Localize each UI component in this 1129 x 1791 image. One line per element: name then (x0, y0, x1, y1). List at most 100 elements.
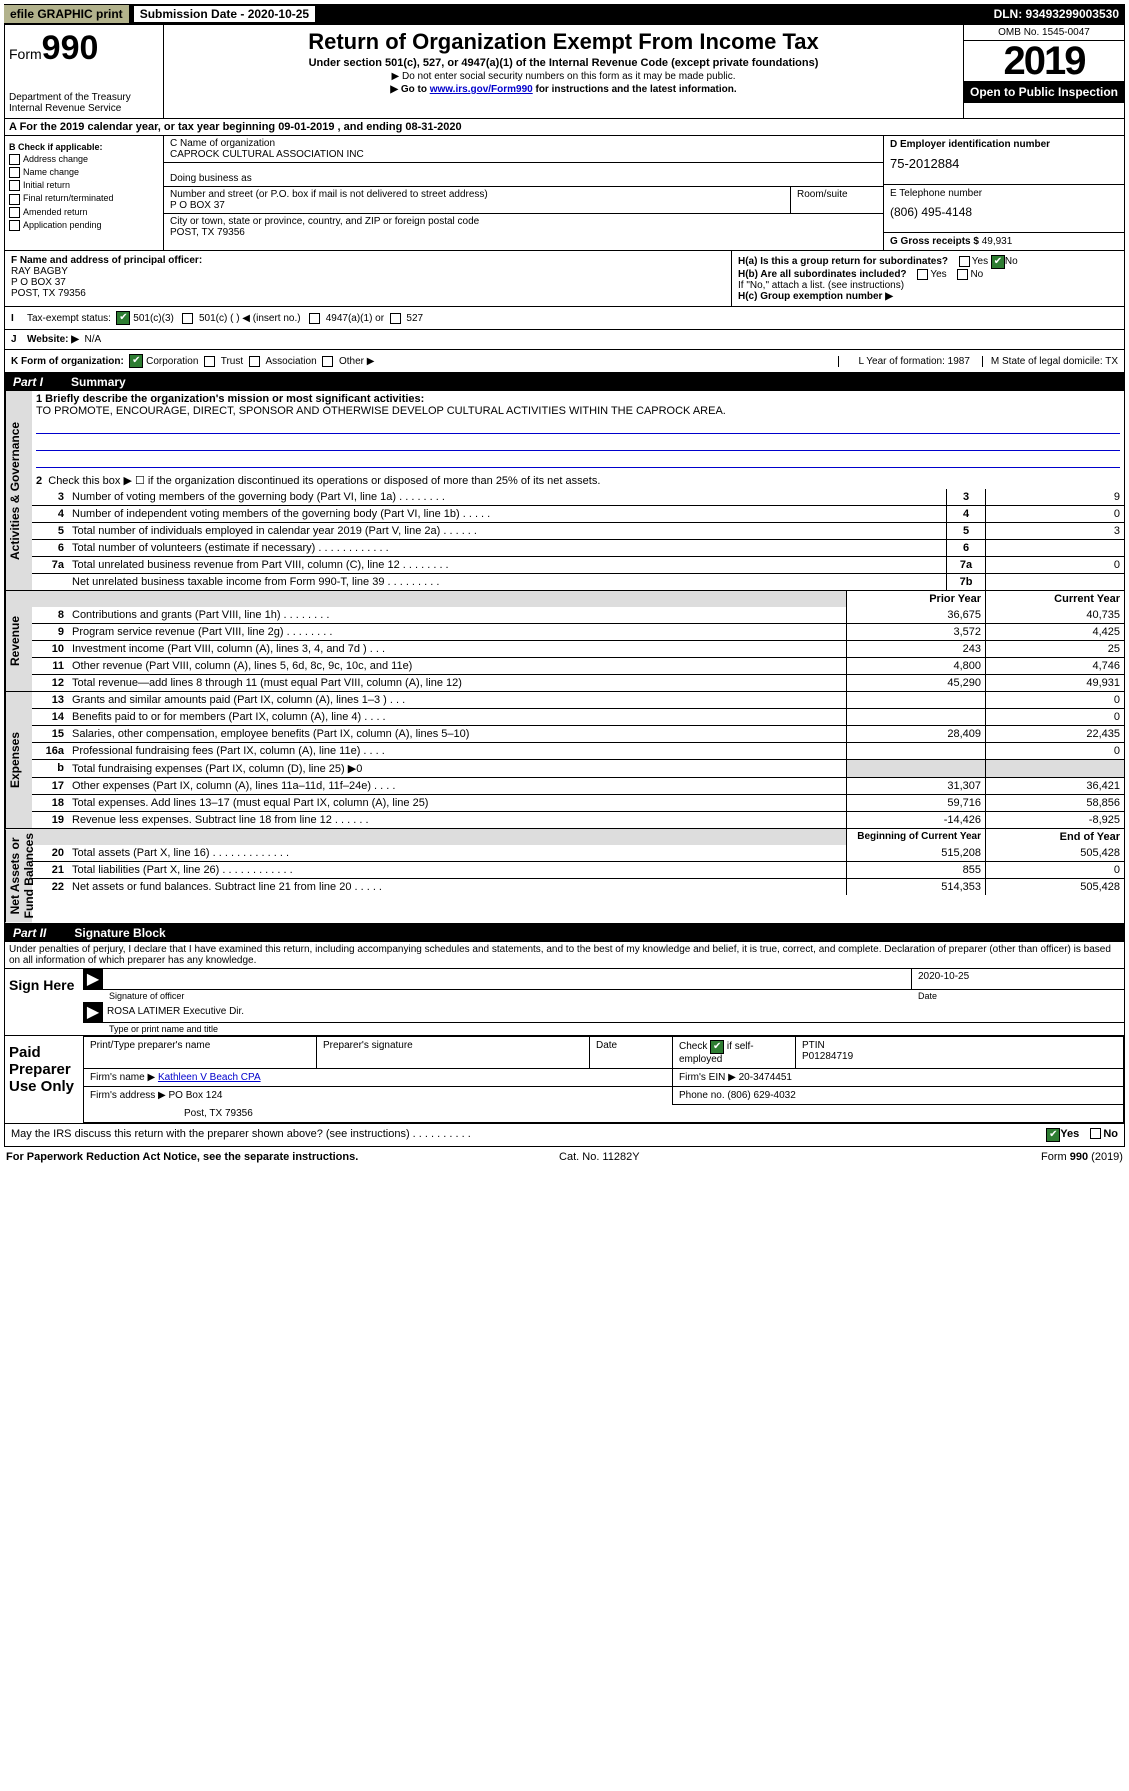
box-f: F Name and address of principal officer:… (5, 251, 731, 306)
checkbox-name-change[interactable] (9, 167, 20, 178)
officer-label: F Name and address of principal officer: (11, 255, 202, 266)
row-i: I Tax-exempt status: ✔ 501(c)(3) 501(c) … (5, 307, 1124, 330)
table-row: 22Net assets or fund balances. Subtract … (32, 879, 1124, 896)
dept-label: Department of the Treasury Internal Reve… (9, 92, 159, 114)
part-1-header: Part I Summary (5, 373, 1124, 391)
line-1: 1 Briefly describe the organization's mi… (32, 391, 1124, 472)
checkbox-amended[interactable] (9, 207, 20, 218)
hb-no[interactable] (957, 269, 968, 280)
paid-preparer-label: Paid Preparer Use Only (5, 1036, 83, 1123)
hb-yes[interactable] (917, 269, 928, 280)
top-bar: efile GRAPHIC print Submission Date - 20… (4, 4, 1125, 24)
street-value: P O BOX 37 (170, 200, 225, 211)
discuss-row: May the IRS discuss this return with the… (5, 1124, 1124, 1146)
checkbox-initial-return[interactable] (9, 180, 20, 191)
table-row: 15Salaries, other compensation, employee… (32, 726, 1124, 743)
box-h: H(a) Is this a group return for subordin… (731, 251, 1124, 306)
org-name-label: C Name of organization (170, 138, 275, 149)
table-row: 6Total number of volunteers (estimate if… (32, 540, 1124, 557)
hb-note: If "No," attach a list. (see instruction… (738, 280, 1118, 291)
form-outline: Form990 Department of the Treasury Inter… (4, 24, 1125, 1147)
ein-label: D Employer identification number (890, 139, 1050, 150)
city-value: POST, TX 79356 (170, 227, 245, 238)
527-box[interactable] (390, 313, 401, 324)
room-label: Room/suite (791, 187, 883, 213)
form-title: Return of Organization Exempt From Incom… (172, 29, 955, 55)
mission-text: TO PROMOTE, ENCOURAGE, DIRECT, SPONSOR A… (36, 405, 726, 417)
arrow-icon: ▶ (83, 969, 103, 989)
efile-badge[interactable]: efile GRAPHIC print (4, 5, 129, 23)
ha-yes[interactable] (959, 256, 970, 267)
year-formation: L Year of formation: 1987 (847, 356, 982, 367)
col-end: End of Year (986, 829, 1125, 845)
checkbox-pending[interactable] (9, 220, 20, 231)
table-row: 12Total revenue—add lines 8 through 11 (… (32, 675, 1124, 692)
self-emp-checked[interactable]: ✔ (710, 1040, 724, 1054)
table-row: 10Investment income (Part VIII, column (… (32, 641, 1124, 658)
hb-label: H(b) Are all subordinates included? (738, 269, 907, 280)
ptin-cell: PTINP01284719 (796, 1036, 1124, 1068)
discuss-yes-checked[interactable]: ✔ (1046, 1128, 1060, 1142)
officer-addr1: P O BOX 37 (11, 277, 66, 288)
table-row: 20Total assets (Part X, line 16) . . . .… (32, 845, 1124, 862)
ag-table: 3Number of voting members of the governi… (32, 489, 1124, 590)
4947-box[interactable] (309, 313, 320, 324)
form-number: 990 (42, 29, 99, 67)
street-label: Number and street (or P.O. box if mail i… (170, 189, 488, 200)
501c3-checked[interactable]: ✔ (116, 311, 130, 325)
ha-no-checked[interactable]: ✔ (991, 255, 1005, 269)
officer-addr2: POST, TX 79356 (11, 288, 86, 299)
sig-officer-label: Signature of officer (103, 990, 912, 1002)
row-a-period: A For the 2019 calendar year, or tax yea… (5, 119, 1124, 136)
subtitle-2: ▶ Do not enter social security numbers o… (172, 71, 955, 82)
col-begin: Beginning of Current Year (847, 829, 986, 845)
tax-year: 2019 (964, 41, 1124, 81)
table-row: 3Number of voting members of the governi… (32, 489, 1124, 506)
mission-line (36, 453, 1120, 468)
sig-date: 2020-10-25 (911, 969, 1124, 989)
ein-value: 75-2012884 (890, 156, 1118, 171)
box-de: D Employer identification number 75-2012… (883, 136, 1124, 250)
corp-checked[interactable]: ✔ (129, 354, 143, 368)
firm-phone: (806) 629-4032 (727, 1090, 795, 1101)
dln: DLN: 93493299003530 (994, 7, 1125, 21)
date-label: Date (912, 990, 1124, 1002)
vlabel-na: Net Assets or Fund Balances (5, 829, 32, 922)
table-row: 5Total number of individuals employed in… (32, 523, 1124, 540)
other-box[interactable] (322, 356, 333, 367)
501c-box[interactable] (182, 313, 193, 324)
discuss-no[interactable] (1090, 1128, 1101, 1139)
firm-name-link[interactable]: Kathleen V Beach CPA (158, 1072, 261, 1083)
table-row: Net unrelated business taxable income fr… (32, 574, 1124, 591)
phone-label: E Telephone number (890, 188, 982, 199)
footer-right: Form 990 (2019) (1041, 1151, 1123, 1163)
table-row: 8Contributions and grants (Part VIII, li… (32, 607, 1124, 624)
table-row: 18Total expenses. Add lines 13–17 (must … (32, 795, 1124, 812)
prep-sig-hdr: Preparer's signature (317, 1036, 590, 1068)
form-id-box: Form990 Department of the Treasury Inter… (5, 25, 164, 118)
year-box: OMB No. 1545-0047 2019 Open to Public In… (963, 25, 1124, 118)
table-row: 17Other expenses (Part IX, column (A), l… (32, 778, 1124, 795)
mission-line (36, 419, 1120, 434)
sign-here-label: Sign Here (5, 969, 83, 1035)
vlabel-exp: Expenses (5, 692, 32, 828)
gross-value: 49,931 (982, 236, 1013, 247)
table-row: 11Other revenue (Part VIII, column (A), … (32, 658, 1124, 675)
phone-value: (806) 495-4148 (890, 205, 1118, 219)
prep-date-hdr: Date (590, 1036, 673, 1068)
assoc-box[interactable] (249, 356, 260, 367)
website-value: N/A (85, 334, 102, 345)
box-c: C Name of organization CAPROCK CULTURAL … (164, 136, 883, 250)
table-row: 14Benefits paid to or for members (Part … (32, 709, 1124, 726)
prep-name-hdr: Print/Type preparer's name (84, 1036, 317, 1068)
trust-box[interactable] (204, 356, 215, 367)
checkbox-address-change[interactable] (9, 154, 20, 165)
table-row: 4Number of independent voting members of… (32, 506, 1124, 523)
row-k: K Form of organization: ✔ Corporation Tr… (5, 350, 1124, 373)
na-table: Beginning of Current Year End of Year 20… (32, 829, 1124, 895)
officer-name: RAY BAGBY (11, 266, 68, 277)
checkbox-final-return[interactable] (9, 194, 20, 205)
table-row: 7aTotal unrelated business revenue from … (32, 557, 1124, 574)
instructions-link[interactable]: www.irs.gov/Form990 (430, 84, 533, 95)
subtitle-1: Under section 501(c), 527, or 4947(a)(1)… (172, 57, 955, 69)
